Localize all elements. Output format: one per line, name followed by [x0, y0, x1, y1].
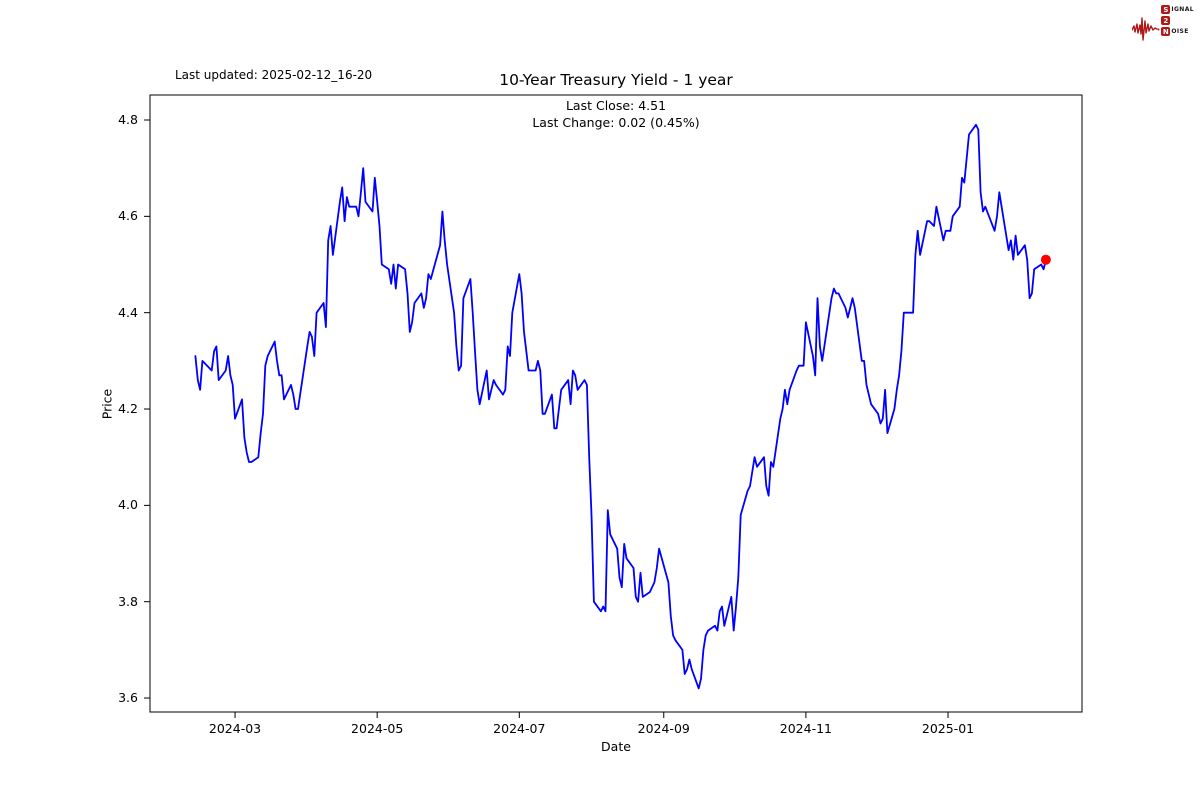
logo-noise-label: OISE — [1171, 28, 1189, 35]
logo-row-2: 2 — [1161, 16, 1194, 25]
logo-letterbox-n: N — [1161, 27, 1171, 36]
last-close-text: Last Close: 4.51 — [565, 98, 667, 113]
last-change-text: Last Change: 0.02 (0.45%) — [532, 114, 700, 130]
x-tick-label: 2024-03 — [208, 721, 262, 736]
chart-title: 10-Year Treasury Yield - 1 year — [499, 71, 733, 89]
y-tick-label: 3.8 — [118, 593, 138, 609]
last-updated-text: Last updated: 2025-02-12_16-20 — [175, 68, 373, 82]
x-tick-label: 2025-01 — [921, 721, 975, 736]
y-tick-label: 4.2 — [118, 401, 138, 417]
logo-letterbox-s: S — [1161, 5, 1171, 14]
plot-frame — [149, 94, 1083, 713]
x-tick-label: 2024-05 — [351, 721, 404, 736]
y-tick-label: 4.0 — [118, 497, 138, 513]
yield-line — [194, 123, 1047, 690]
signal2noise-logo: S IGNAL 2 N OISE — [1132, 5, 1194, 43]
x-axis-label: Date — [601, 739, 631, 754]
last-close-marker — [1040, 254, 1051, 265]
x-tick-label: 2024-07 — [493, 721, 546, 736]
logo-letterbox-2: 2 — [1161, 16, 1171, 25]
logo-row-signal: S IGNAL — [1161, 5, 1194, 14]
waveform-icon — [1132, 17, 1160, 41]
y-tick-label: 4.8 — [118, 112, 138, 127]
y-tick-label: 4.6 — [118, 208, 138, 224]
chart-subtitle: Last Close: 4.51 Last Change: 0.02 (0.45… — [150, 98, 1082, 131]
logo-text: S IGNAL 2 N OISE — [1161, 5, 1194, 36]
logo-signal-label: IGNAL — [1171, 6, 1194, 13]
x-tick-label: 2024-09 — [637, 721, 690, 736]
y-tick-label: 3.6 — [118, 690, 138, 706]
x-tick-label: 2024-11 — [779, 721, 832, 736]
logo-row-noise: N OISE — [1161, 27, 1194, 36]
y-tick-label: 4.4 — [118, 304, 138, 320]
